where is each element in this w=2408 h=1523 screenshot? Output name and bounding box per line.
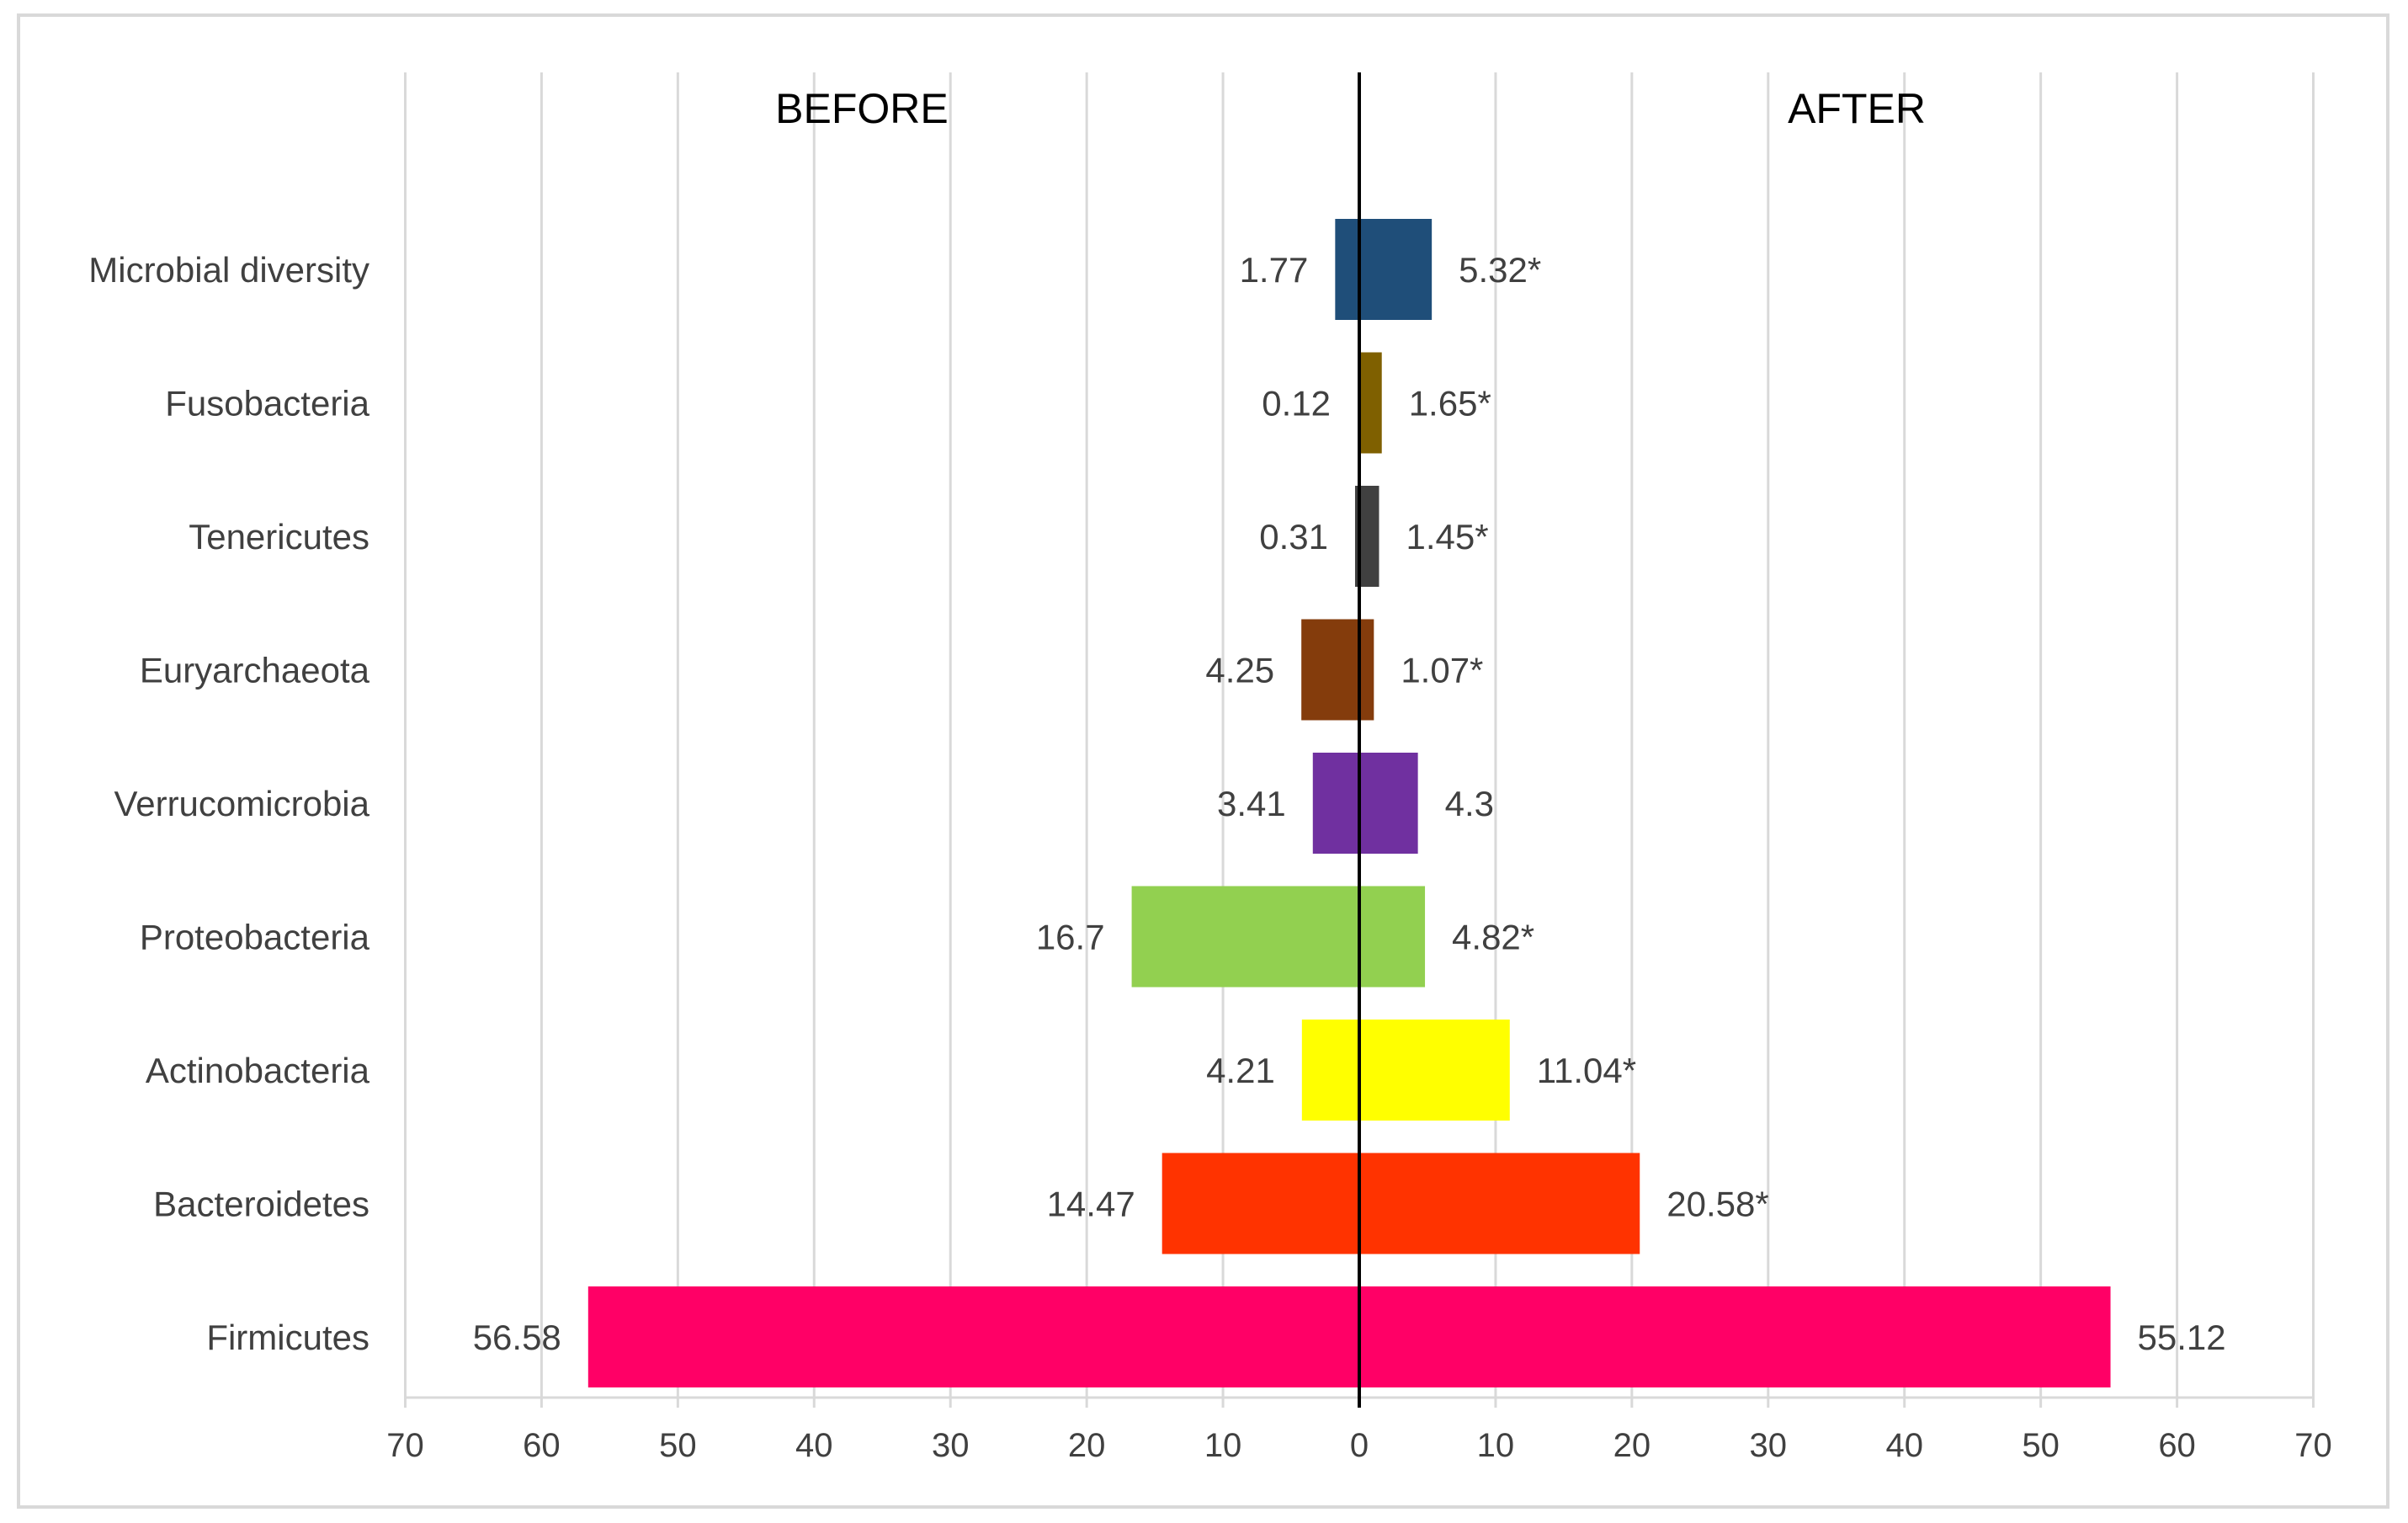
value-label-before: 4.21 xyxy=(1206,1051,1275,1090)
category-label: Tenericutes xyxy=(189,517,369,556)
value-label-after: 55.12 xyxy=(2138,1318,2226,1357)
bar-after xyxy=(1359,886,1426,988)
bar-after xyxy=(1359,619,1374,721)
value-label-after: 4.82* xyxy=(1452,918,1534,957)
category-label: Euryarchaeota xyxy=(140,651,370,690)
value-label-before: 1.77 xyxy=(1240,250,1309,290)
x-tick-label: 20 xyxy=(1613,1427,1651,1464)
category-label: Microbial diversity xyxy=(88,250,369,290)
chart-frame: 70 60 50 40 30 20 10 0 10 20 30 40 50 60 70 Microbial d… xyxy=(17,13,2389,1509)
x-tick-label: 10 xyxy=(1204,1427,1242,1464)
value-label-before: 56.58 xyxy=(473,1318,561,1357)
value-label-before: 0.31 xyxy=(1259,517,1328,556)
x-tick-label: 20 xyxy=(1068,1427,1106,1464)
diverging-bar-chart: 70 60 50 40 30 20 10 0 10 20 30 40 50 60 70 Microbial d… xyxy=(88,72,2332,1464)
bar-before xyxy=(1301,619,1359,721)
bars xyxy=(587,219,2111,1387)
bar-after xyxy=(1359,753,1418,854)
value-label-before: 14.47 xyxy=(1047,1185,1135,1224)
value-label-after: 11.04* xyxy=(1537,1051,1636,1090)
x-tick-label: 30 xyxy=(932,1427,970,1464)
bar-before xyxy=(1354,486,1359,587)
bar-after xyxy=(1359,1153,1640,1254)
category-label: Firmicutes xyxy=(206,1318,369,1357)
value-label-before: 16.7 xyxy=(1036,918,1105,957)
value-label-before: 4.25 xyxy=(1205,651,1274,690)
category-label: Verrucomicrobia xyxy=(114,784,370,823)
value-label-after: 1.45* xyxy=(1406,517,1488,556)
value-label-after: 5.32* xyxy=(1459,250,1541,290)
x-tick-label: 70 xyxy=(2294,1427,2332,1464)
x-tick-label: 40 xyxy=(1885,1427,1923,1464)
x-tick-label: 30 xyxy=(1750,1427,1788,1464)
bar-before xyxy=(1301,1020,1359,1121)
x-tick-label: 50 xyxy=(659,1427,697,1464)
bar-after xyxy=(1359,352,1382,454)
value-label-after: 4.3 xyxy=(1445,784,1494,823)
x-tick-label: 40 xyxy=(795,1427,833,1464)
bar-before xyxy=(1131,886,1359,988)
bar-after xyxy=(1359,1286,2111,1387)
value-label-after: 20.58* xyxy=(1666,1185,1768,1224)
x-tick-label: 10 xyxy=(1477,1427,1515,1464)
category-label: Proteobacteria xyxy=(140,918,370,957)
x-tick-label: 60 xyxy=(2158,1427,2196,1464)
x-tick-label: 50 xyxy=(2022,1427,2060,1464)
bar-before xyxy=(1312,753,1359,854)
bar-after xyxy=(1359,1020,1510,1121)
x-tick-label: 70 xyxy=(386,1427,424,1464)
after-title: AFTER xyxy=(1788,85,1926,132)
bar-before xyxy=(1335,219,1359,320)
category-label: Actinobacteria xyxy=(146,1051,370,1090)
before-title: BEFORE xyxy=(775,85,949,132)
x-tick-label: 0 xyxy=(1350,1427,1369,1464)
value-label-before: 0.12 xyxy=(1262,384,1331,423)
bar-before xyxy=(587,1286,1359,1387)
category-label: Bacteroidetes xyxy=(153,1185,369,1224)
value-label-after: 1.65* xyxy=(1409,384,1491,423)
category-label: Fusobacteria xyxy=(165,384,369,423)
bar-after xyxy=(1359,219,1433,320)
bar-before xyxy=(1161,1153,1359,1254)
value-label-before: 3.41 xyxy=(1217,784,1286,823)
x-tick-label: 60 xyxy=(523,1427,561,1464)
value-label-after: 1.07* xyxy=(1401,651,1483,690)
labels: 70 60 50 40 30 20 10 0 10 20 30 40 50 60 70 Microbial d… xyxy=(88,250,2332,1464)
bar-after xyxy=(1359,486,1379,587)
